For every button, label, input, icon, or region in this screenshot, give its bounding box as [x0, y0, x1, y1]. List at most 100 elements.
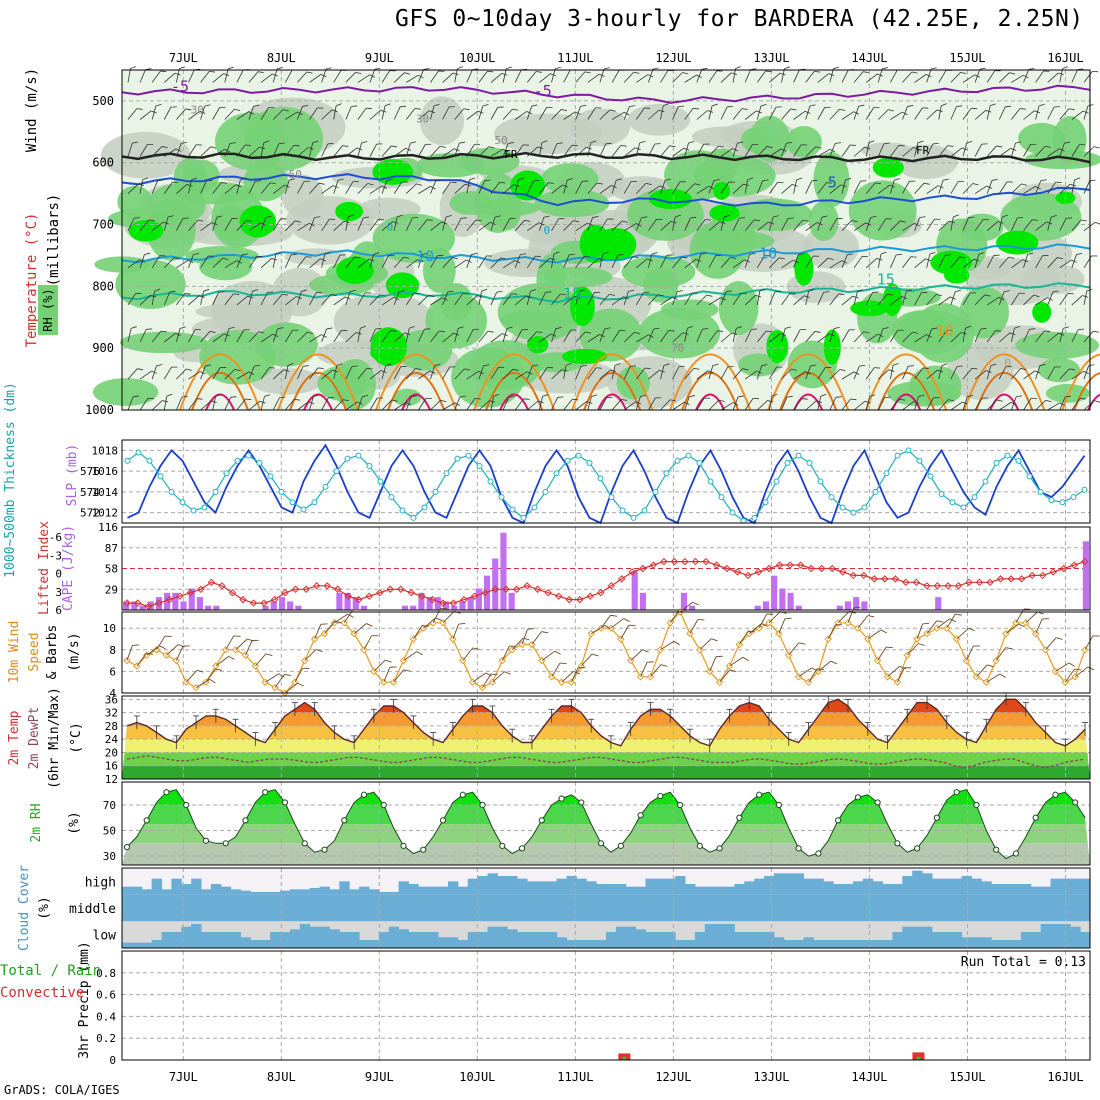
wind-barb-staff	[454, 143, 460, 157]
wind-barb-staff	[950, 332, 962, 343]
wind-barb-flag	[554, 650, 561, 655]
cloud-cover-bar	[1060, 924, 1071, 948]
wind-barb-flag	[546, 107, 553, 108]
wind-barb-staff	[151, 70, 161, 83]
wind-barb-staff	[406, 183, 417, 194]
wind-barb-flag	[728, 181, 735, 183]
wind-barb	[805, 288, 815, 305]
wind-barb-staff	[466, 179, 470, 194]
wind-barb-staff	[466, 144, 475, 157]
wind-barb-flag	[132, 644, 140, 647]
cloud-cover-bar	[388, 894, 400, 922]
wind-barb	[648, 109, 665, 120]
slp-point	[872, 488, 879, 495]
wind-barb	[781, 108, 797, 120]
cloud-cover-bar	[823, 940, 834, 948]
wind-barb-flag	[670, 220, 677, 224]
wind-barb	[623, 256, 639, 269]
wind-barb	[1084, 635, 1100, 651]
cloud-cover-bar	[685, 940, 696, 948]
cloud-cover-bar	[1050, 924, 1061, 948]
cloud-layer-label: low	[93, 929, 117, 944]
wind-barb-staff	[696, 144, 704, 157]
cloud-cover-bar	[289, 889, 301, 895]
slp-point	[641, 507, 648, 514]
wind-barb	[974, 397, 989, 411]
slp-point	[355, 452, 362, 459]
wind-barb-staff	[200, 365, 206, 380]
wind-barb-staff	[962, 396, 968, 411]
cloud-cover-bar	[754, 894, 765, 922]
wind-barb-flag	[501, 73, 508, 76]
wind-barb-flag	[991, 178, 998, 181]
wind-barb	[551, 369, 568, 380]
wind-barb-flag	[1038, 103, 1045, 107]
wind-barb-flag	[284, 674, 291, 676]
lifted-index-point	[123, 599, 131, 607]
wind-barb-flag	[389, 666, 397, 668]
wind-barb-flag	[235, 184, 242, 188]
wind-barb-flag	[707, 110, 714, 113]
lifted-index-point	[860, 571, 868, 580]
wind-speed-point	[370, 667, 378, 676]
wind-barb-flag	[1064, 395, 1071, 398]
humidity-point	[360, 791, 368, 798]
wind-speed-point	[380, 678, 388, 686]
wind-barb-staff	[248, 256, 258, 269]
wind-barb	[793, 144, 808, 157]
wind-barb-staff	[575, 291, 580, 306]
wind-barb-staff	[599, 185, 612, 194]
wind-barb-staff	[1059, 68, 1063, 83]
slp-point	[509, 506, 516, 513]
wind-barb-flag	[398, 290, 405, 293]
wind-barb	[297, 365, 309, 380]
wind-barb-staff	[442, 291, 449, 306]
wind-barb-staff	[442, 366, 450, 380]
lifted-index-point	[397, 585, 405, 593]
wind-barb	[998, 290, 1010, 306]
wind-barb-staff	[539, 73, 551, 83]
wind-barb	[200, 179, 213, 194]
wind-barb-flag	[234, 368, 241, 372]
wind-barb	[272, 327, 284, 343]
wind-barb	[442, 332, 460, 343]
wind-barb-flag	[959, 256, 966, 259]
lifted-index-point	[270, 595, 279, 604]
slp-point	[861, 504, 868, 511]
wind-barb-staff	[139, 370, 152, 380]
wind-barb-flag	[911, 71, 918, 74]
wind-barb	[648, 67, 659, 83]
wind-barb-staff	[369, 185, 382, 194]
wind-barb-flag	[148, 219, 155, 222]
rh-field-patch	[92, 378, 159, 406]
cloud-cover-bar	[576, 894, 587, 922]
wind-barb-flag	[882, 67, 888, 70]
wind-barb	[986, 399, 1003, 411]
slp-point	[168, 488, 175, 495]
wind-barb-staff	[514, 220, 525, 231]
wind-barb-flag	[765, 70, 772, 72]
wind-barb-staff	[974, 69, 981, 83]
wind-barb-staff	[551, 293, 561, 306]
wind-barb	[906, 643, 925, 656]
cloud-cover-bar	[319, 926, 330, 948]
wind-barb-staff	[926, 185, 939, 194]
slp-point	[311, 499, 318, 506]
wind-barb-flag	[1069, 368, 1076, 371]
wind-barb-staff	[297, 401, 309, 411]
top-day-label: 13JUL	[753, 51, 789, 65]
wind-barb	[1071, 219, 1087, 231]
wind-barb	[466, 144, 481, 157]
wind-barb-flag	[741, 108, 748, 110]
wind-barb-staff	[454, 68, 458, 83]
cloud-cover-bar	[487, 894, 498, 922]
wind-barb-flag	[565, 362, 572, 366]
wind-barb	[284, 682, 304, 694]
wind-barb	[442, 215, 452, 231]
wind-barb-staff	[998, 256, 1009, 269]
wind-barb-flag	[993, 254, 1000, 256]
wind-barb-staff	[551, 369, 563, 380]
lifted-index-point	[197, 585, 205, 593]
wind-barb-staff	[478, 105, 484, 120]
wind-barb-flag	[632, 256, 639, 258]
